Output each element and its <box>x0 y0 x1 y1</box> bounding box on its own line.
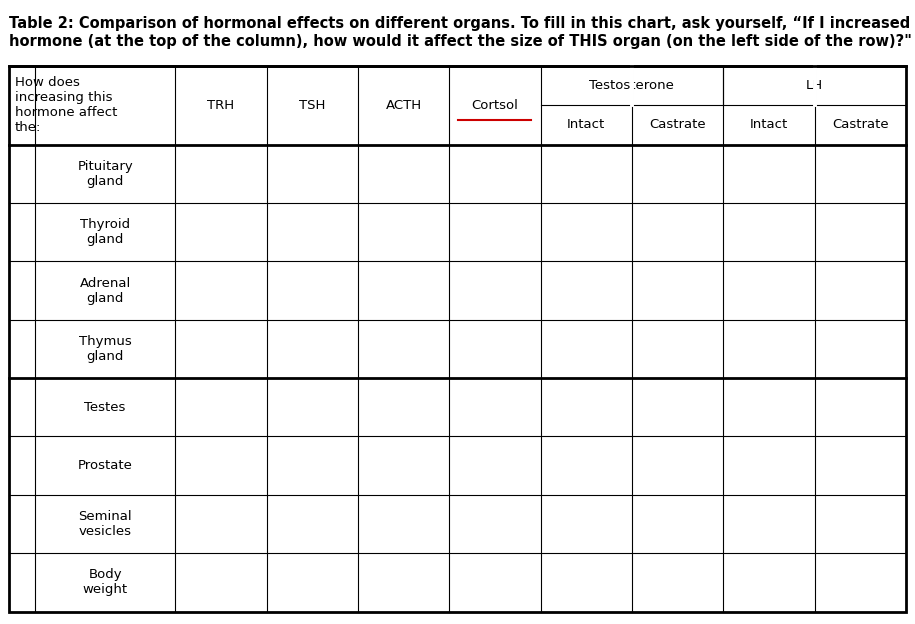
Text: Table 2: Comparison of hormonal effects on different organs. To fill in this cha: Table 2: Comparison of hormonal effects … <box>9 16 915 31</box>
Text: ACTH: ACTH <box>385 99 422 112</box>
Text: Testes: Testes <box>84 401 126 414</box>
Text: Castrate: Castrate <box>832 119 888 132</box>
Text: Prostate: Prostate <box>78 459 133 472</box>
Text: Seminal
vesicles: Seminal vesicles <box>79 510 132 538</box>
Text: Thyroid
gland: Thyroid gland <box>81 218 130 246</box>
Text: Cortsol: Cortsol <box>471 99 518 112</box>
Text: Adrenal
gland: Adrenal gland <box>80 276 131 305</box>
Text: Testosterone: Testosterone <box>589 79 674 92</box>
Text: Pituitary
gland: Pituitary gland <box>77 160 133 188</box>
Text: Body
weight: Body weight <box>82 568 128 597</box>
Text: Castrate: Castrate <box>650 119 705 132</box>
Text: LH: LH <box>806 79 824 92</box>
Bar <box>9 66 906 612</box>
Text: Intact: Intact <box>567 119 606 132</box>
Text: Intact: Intact <box>749 119 788 132</box>
Text: hormone (at the top of the column), how would it affect the size of THIS organ (: hormone (at the top of the column), how … <box>9 34 912 49</box>
Text: TSH: TSH <box>299 99 326 112</box>
Text: Thymus
gland: Thymus gland <box>79 335 132 363</box>
Text: How does
increasing this
hormone affect
the:: How does increasing this hormone affect … <box>15 76 117 134</box>
Text: TRH: TRH <box>208 99 234 112</box>
